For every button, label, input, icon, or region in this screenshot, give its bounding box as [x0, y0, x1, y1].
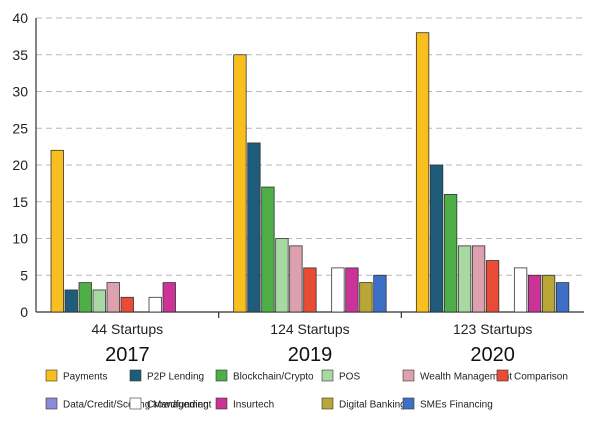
bar	[443, 193, 458, 313]
group-label: 124 Startups	[270, 321, 349, 337]
legend-swatch	[402, 397, 415, 410]
bar	[359, 282, 373, 313]
legend-swatch	[129, 397, 142, 410]
bar	[555, 282, 570, 313]
legend-label: Crowdfunding	[147, 400, 209, 411]
bar	[331, 267, 345, 313]
y-tick-label: 35	[12, 47, 28, 63]
legend-swatch	[402, 369, 415, 382]
legend-label: Comparison	[514, 372, 568, 383]
bar	[527, 274, 542, 313]
bar	[261, 186, 275, 313]
legend-swatch	[496, 369, 509, 382]
bar	[64, 289, 78, 313]
bar	[373, 274, 387, 313]
bar	[415, 32, 430, 313]
bar	[78, 282, 92, 313]
legend-swatch	[321, 397, 334, 410]
bar	[485, 260, 500, 313]
legend-swatch	[45, 397, 58, 410]
bar	[471, 245, 486, 313]
bar	[162, 282, 176, 313]
bar	[429, 164, 444, 313]
y-tick-label: 30	[12, 84, 28, 100]
bar	[289, 245, 303, 313]
legend-swatch	[215, 397, 228, 410]
group-label: 123 Startups	[453, 321, 532, 337]
bar	[541, 274, 556, 313]
legend-label: Digital Banking	[339, 400, 406, 411]
legend-label: Insurtech	[233, 400, 274, 411]
bar	[457, 245, 472, 313]
year-label: 2019	[288, 344, 333, 366]
y-tick-label: 0	[20, 304, 28, 320]
y-tick-label: 5	[20, 267, 28, 283]
bar	[233, 54, 247, 313]
legend-swatch	[321, 369, 334, 382]
legend-label: POS	[339, 372, 360, 383]
group-label: 44 Startups	[92, 321, 164, 337]
y-tick-label: 20	[12, 157, 28, 173]
year-label: 2020	[470, 344, 515, 366]
bar	[120, 296, 134, 313]
bar	[275, 238, 289, 313]
y-tick-label: 25	[12, 120, 28, 136]
legend-swatch	[129, 369, 142, 382]
bar	[513, 267, 528, 313]
y-tick-label: 10	[12, 231, 28, 247]
legend-label: Payments	[63, 372, 107, 383]
bar	[247, 142, 261, 313]
legend-swatch	[45, 369, 58, 382]
legend-label: SMEs Financing	[420, 400, 493, 411]
y-tick-label: 40	[12, 10, 28, 26]
legend-swatch	[215, 369, 228, 382]
legend-label: Blockchain/Crypto	[233, 372, 314, 383]
legend-label: Wealth Management	[420, 372, 512, 383]
bar	[148, 296, 162, 313]
bar	[303, 267, 317, 313]
year-label: 2017	[105, 344, 150, 366]
bar	[345, 267, 359, 313]
bar	[50, 149, 64, 313]
bar	[92, 289, 106, 313]
legend-label: P2P Lending	[147, 372, 204, 383]
y-tick-label: 15	[12, 194, 28, 210]
bar	[106, 282, 120, 313]
